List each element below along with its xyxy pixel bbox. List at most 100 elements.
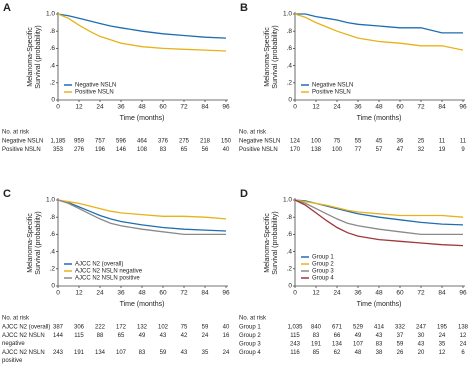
at-risk-count: 100 [332, 147, 343, 153]
at-risk-label: Group 3 [239, 342, 261, 348]
at-risk-count: 247 [416, 325, 427, 331]
x-tick-label: 0 [56, 104, 60, 111]
x-tick-label: 96 [222, 104, 230, 111]
survival-curve [57, 199, 227, 232]
at-risk-count: 40 [223, 147, 230, 153]
at-risk-label: Positive NSLN [239, 147, 278, 153]
x-tick-label: 48 [138, 104, 146, 111]
legend-label: AJCC N2 (overall) [75, 262, 123, 268]
at-risk-label: Negative NSLN [239, 139, 280, 145]
at-risk-count: 26 [397, 350, 404, 356]
survival-curve [294, 199, 463, 236]
at-risk-count: 218 [200, 139, 211, 145]
at-risk-count: 77 [355, 147, 362, 153]
at-risk-count: 24 [460, 342, 467, 348]
legend-label: Group 3 [312, 269, 334, 275]
x-tick-label: 60 [159, 290, 167, 297]
y-axis-label: Melanoma-Specific [27, 213, 34, 273]
at-risk-count: 132 [137, 325, 148, 331]
at-risk-count: 144 [53, 333, 64, 339]
at-risk-count: 959 [74, 139, 85, 145]
at-risk-label: Negative NSLN [2, 139, 43, 145]
x-tick-label: 0 [56, 290, 60, 297]
at-risk-count: 11 [439, 139, 446, 145]
x-tick-label: 72 [417, 104, 425, 111]
at-risk-label: AJCC N2 NSLN [2, 333, 45, 339]
x-tick-label: 72 [417, 290, 425, 297]
at-risk-label: positive [2, 358, 23, 364]
at-risk-label: AJCC N2 (overall) [2, 325, 50, 331]
x-tick-label: 72 [180, 290, 188, 297]
at-risk-count: 387 [53, 325, 64, 331]
survival-curve [57, 13, 227, 52]
at-risk-title: No. at risk [239, 130, 267, 136]
at-risk-count: 65 [181, 147, 188, 153]
x-tick-label: 12 [312, 290, 320, 297]
x-tick-label: 96 [222, 290, 230, 297]
at-risk-label: Group 2 [239, 333, 261, 339]
x-tick-label: 48 [375, 290, 383, 297]
x-tick-label: 12 [75, 290, 83, 297]
at-risk-count: 11 [460, 139, 467, 145]
at-risk-count: 62 [334, 350, 341, 356]
x-axis-label: Time (months) [357, 301, 402, 308]
at-risk-count: 138 [458, 325, 469, 331]
at-risk-count: 116 [290, 350, 300, 356]
at-risk-count: 529 [353, 325, 364, 331]
legend-label: AJCC N2 NSLN negative [75, 269, 143, 275]
y-tick-label: 0 [51, 97, 55, 104]
legend-label: AJCC N2 NSLN positive [75, 276, 140, 282]
y-tick-label: .2 [50, 266, 56, 273]
x-tick-label: 24 [96, 290, 104, 297]
x-tick-label: 48 [138, 290, 146, 297]
at-risk-count: 24 [439, 333, 446, 339]
at-risk-count: 38 [376, 350, 383, 356]
at-risk-count: 83 [160, 147, 167, 153]
x-tick-label: 12 [312, 104, 320, 111]
y-tick-label: .8 [50, 28, 56, 35]
x-tick-label: 36 [354, 290, 362, 297]
x-tick-label: 84 [201, 290, 209, 297]
panel-letter: A [3, 2, 11, 14]
y-tick-label: 1.0 [283, 197, 292, 204]
at-risk-count: 43 [181, 350, 188, 356]
at-risk-count: 275 [179, 139, 190, 145]
at-risk-count: 107 [116, 350, 127, 356]
at-risk-count: 332 [395, 325, 406, 331]
y-tick-label: .2 [287, 80, 293, 87]
x-tick-label: 60 [159, 104, 167, 111]
y-tick-label: 1.0 [283, 11, 292, 18]
at-risk-count: 75 [334, 139, 341, 145]
at-risk-count: 115 [290, 333, 300, 339]
x-tick-label: 60 [396, 290, 404, 297]
at-risk-count: 376 [158, 139, 169, 145]
x-axis-label: Time (months) [120, 301, 165, 308]
y-axis-label: Survival (probability) [272, 25, 279, 88]
at-risk-count: 464 [137, 139, 148, 145]
survival-curve [294, 199, 464, 218]
at-risk-count: 6 [461, 350, 465, 356]
at-risk-count: 124 [290, 139, 301, 145]
legend-label: Group 1 [312, 255, 334, 261]
y-tick-label: .4 [50, 62, 56, 69]
at-risk-count: 47 [397, 147, 404, 153]
at-risk-count: 134 [95, 350, 106, 356]
at-risk-count: 85 [313, 350, 320, 356]
at-risk-count: 59 [397, 342, 404, 348]
at-risk-count: 1,035 [287, 325, 303, 331]
at-risk-count: 24 [202, 333, 209, 339]
at-risk-count: 30 [418, 333, 425, 339]
y-tick-label: .6 [50, 45, 56, 52]
at-risk-count: 42 [181, 333, 188, 339]
at-risk-count: 414 [374, 325, 385, 331]
at-risk-count: 49 [355, 333, 362, 339]
at-risk-count: 840 [311, 325, 322, 331]
y-tick-label: .4 [287, 248, 293, 255]
at-risk-count: 75 [181, 325, 188, 331]
x-tick-label: 0 [293, 104, 297, 111]
at-risk-count: 43 [160, 333, 167, 339]
x-tick-label: 36 [117, 290, 125, 297]
at-risk-count: 115 [74, 333, 84, 339]
x-tick-label: 72 [180, 104, 188, 111]
